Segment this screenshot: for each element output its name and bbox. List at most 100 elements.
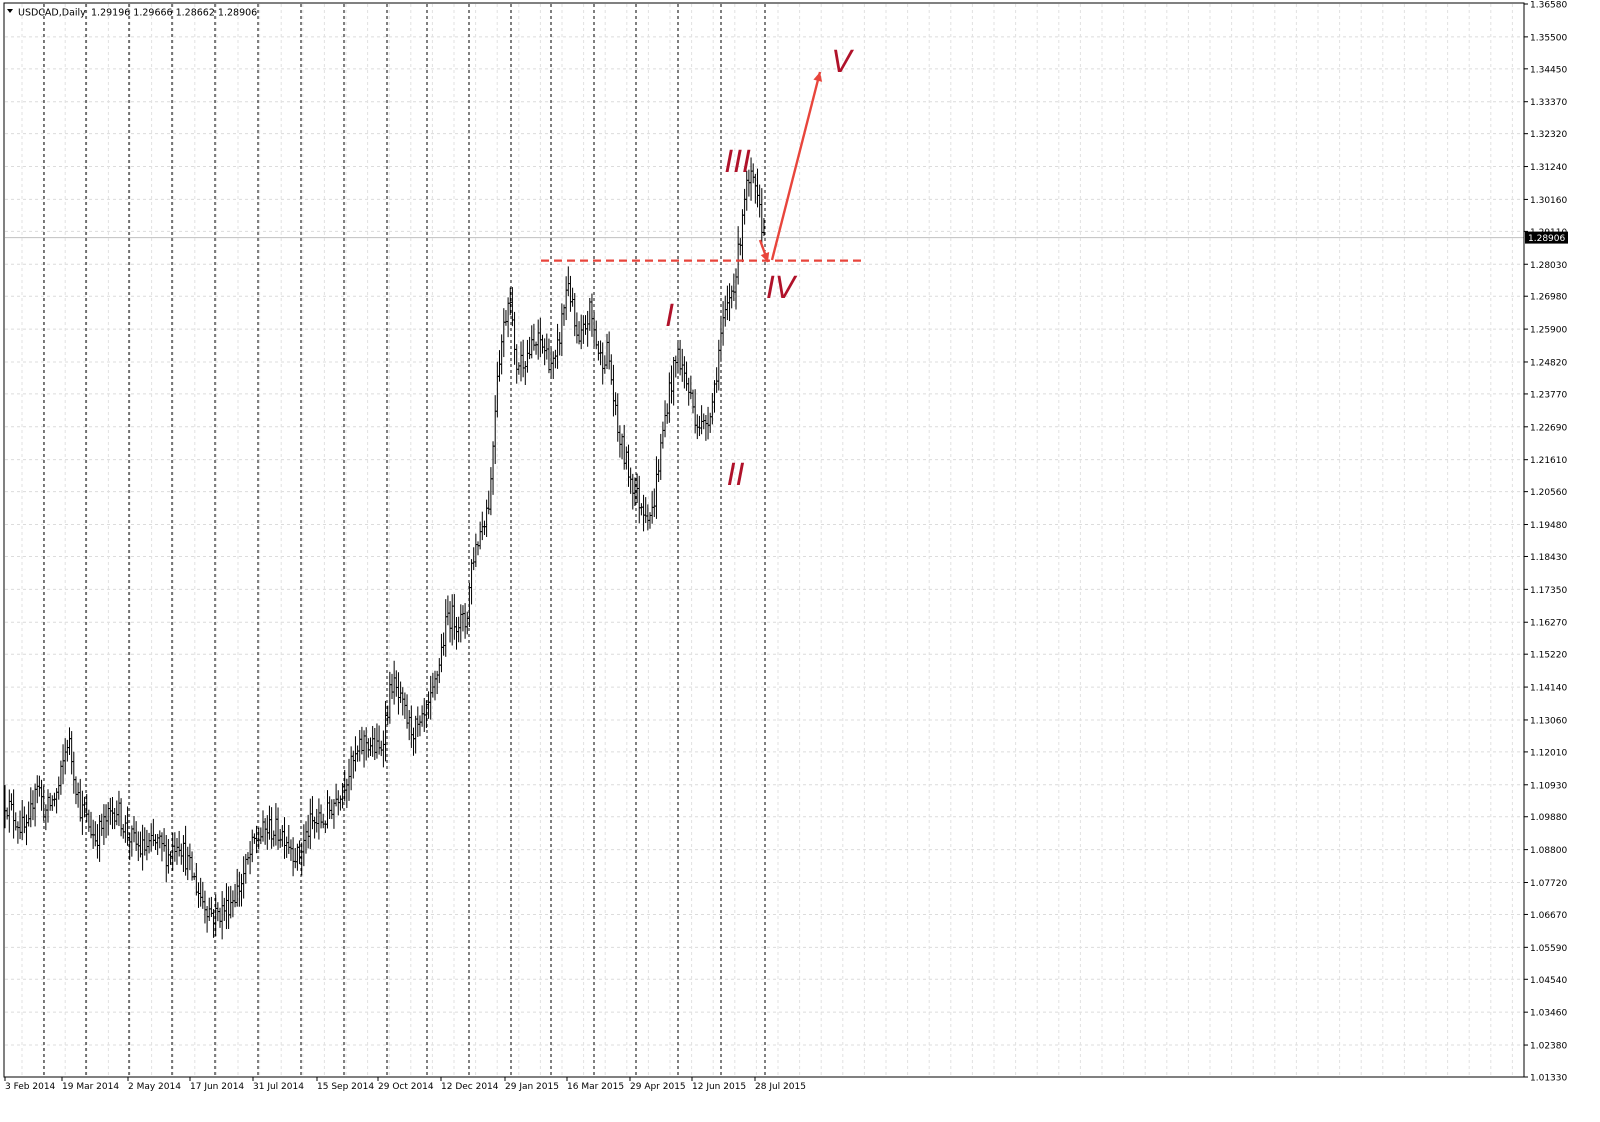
ohlc-bar	[12, 789, 16, 839]
ohlc-bar	[93, 821, 97, 847]
ohlc-bar	[620, 433, 624, 460]
ohlc-bar	[27, 801, 31, 827]
ohlc-bar	[20, 800, 24, 841]
y-tick-label: 1.26980	[1530, 293, 1567, 303]
ohlc-bar	[95, 824, 99, 859]
ohlc-bar	[596, 340, 600, 361]
ohlc-bar	[130, 825, 134, 857]
ohlc-bar	[373, 727, 377, 761]
ohlc-bar	[407, 710, 411, 741]
ohlc-bar	[491, 441, 495, 495]
ohlc-bar	[289, 839, 293, 861]
ohlc-bar	[267, 805, 271, 840]
ohlc-bar	[285, 836, 289, 858]
ohlc-bar	[369, 737, 372, 757]
ohlc-bar	[728, 283, 732, 322]
ohlc-bar	[674, 355, 678, 378]
current-price-label: 1.28906	[1528, 234, 1565, 244]
ohlc-bar	[513, 311, 517, 365]
y-tick-label: 1.33370	[1530, 98, 1567, 108]
ohlc-bar	[80, 790, 84, 835]
x-tick-label: 19 Mar 2014	[62, 1082, 119, 1092]
ohlc-bar	[642, 494, 646, 532]
ohlc-bar	[63, 738, 67, 775]
ohlc-bar	[399, 681, 403, 704]
ohlc-bar	[678, 339, 682, 376]
ohlc-bar	[723, 295, 727, 327]
ohlc-bar	[493, 395, 497, 464]
ohlc-bar	[87, 809, 91, 832]
ohlc-bar	[530, 325, 534, 359]
ohlc-bar	[306, 814, 310, 849]
y-tick-label: 1.25900	[1530, 326, 1567, 336]
ohlc-bar	[37, 775, 41, 797]
ohlc-bar	[156, 833, 160, 855]
ohlc-bar	[541, 334, 544, 354]
ohlc-bar	[603, 355, 607, 374]
ohlc-bar	[224, 883, 228, 930]
y-tick-label: 1.18430	[1530, 553, 1567, 563]
y-tick-label: 1.03460	[1530, 1009, 1567, 1019]
ohlc-bar	[536, 319, 540, 360]
ohlc-bar	[42, 785, 46, 821]
ohlc-bar	[504, 310, 508, 326]
ohlc-bar	[639, 503, 643, 516]
ohlc-bar	[401, 687, 405, 716]
ohlc-bar	[72, 751, 76, 794]
ohlc-bar	[70, 731, 74, 775]
ohlc-bar	[751, 163, 755, 184]
ohlc-bar	[627, 444, 630, 487]
ohlc-bar	[489, 467, 493, 516]
ohlc-bar	[719, 315, 723, 362]
ohlc-bar	[244, 853, 248, 884]
ohlc-bar	[313, 816, 317, 839]
ohlc-bar	[154, 834, 157, 851]
ohlc-bar	[706, 406, 710, 440]
dropdown-triangle-icon[interactable]	[7, 9, 13, 13]
ohlc-bar	[573, 293, 577, 337]
price-bars	[3, 157, 766, 940]
y-tick-label: 1.16270	[1530, 619, 1567, 629]
ohlc-bar	[377, 725, 381, 755]
x-tick-label: 16 Mar 2015	[567, 1082, 624, 1092]
ohlc-bar	[237, 871, 241, 907]
ohlc-bar	[33, 783, 37, 827]
ohlc-bar	[76, 782, 80, 808]
ohlc-bar	[390, 673, 394, 699]
ohlc-bar	[476, 541, 480, 556]
ohlc-bar	[611, 364, 615, 417]
ohlc-bar	[482, 520, 486, 536]
ohlc-bar	[250, 829, 254, 863]
ohlc-bar	[106, 802, 110, 836]
y-tick-label: 1.10930	[1530, 781, 1567, 791]
ohlc-bar	[480, 511, 484, 541]
y-tick-label: 1.35500	[1530, 33, 1567, 43]
ohlc-bar	[61, 744, 65, 785]
x-tick-label: 12 Dec 2014	[441, 1082, 499, 1092]
y-tick-label: 1.02380	[1530, 1042, 1567, 1052]
ohlc-bar	[758, 184, 762, 218]
y-tick-label: 1.36580	[1530, 1, 1567, 11]
ohlc-bar	[543, 338, 547, 366]
ohlc-bar	[525, 339, 529, 373]
ohlc-bar	[465, 611, 469, 635]
ohlc-bar	[676, 342, 680, 374]
ohlc-bar	[532, 323, 536, 351]
ohlc-bar	[356, 745, 360, 762]
ohlc-bar	[160, 832, 164, 862]
ohlc-bar	[629, 467, 633, 494]
ohlc-bar	[304, 821, 308, 854]
wave-label: V	[832, 45, 855, 80]
ohlc-bar	[16, 821, 20, 844]
ohlc-bar	[151, 818, 155, 847]
ohlc-bar	[416, 706, 420, 737]
ohlc-bar	[18, 810, 22, 840]
ohlc-bar	[59, 760, 63, 795]
ohlc-bar	[605, 333, 609, 370]
ohlc-bar	[571, 287, 575, 307]
ohlc-bar	[44, 804, 48, 831]
ohlc-bar	[347, 758, 351, 801]
ohlc-bar	[528, 336, 532, 360]
